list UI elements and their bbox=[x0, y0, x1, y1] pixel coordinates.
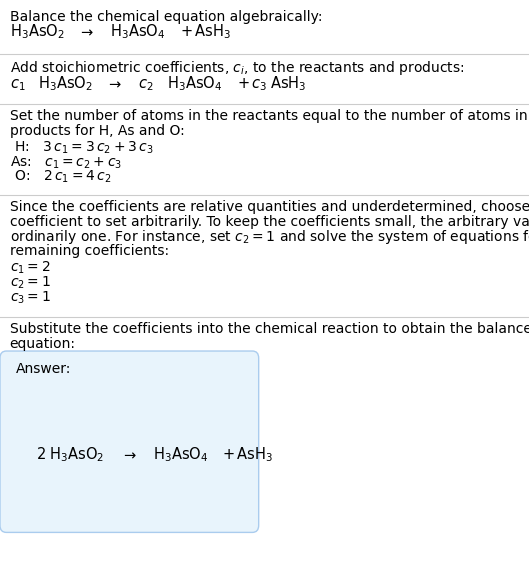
Text: remaining coefficients:: remaining coefficients: bbox=[10, 244, 169, 258]
Text: Add stoichiometric coefficients, $c_i$, to the reactants and products:: Add stoichiometric coefficients, $c_i$, … bbox=[10, 59, 464, 77]
Text: $+\,c_3$: $+\,c_3$ bbox=[237, 76, 267, 93]
Text: Answer:: Answer: bbox=[16, 362, 71, 376]
Text: $c_1 = 2$: $c_1 = 2$ bbox=[10, 260, 50, 276]
Text: $c_2$: $c_2$ bbox=[138, 77, 153, 93]
Text: coefficient to set arbitrarily. To keep the coefficients small, the arbitrary va: coefficient to set arbitrarily. To keep … bbox=[10, 215, 529, 229]
Text: $c_1$: $c_1$ bbox=[10, 77, 25, 93]
Text: $\mathrm{H_3AsO_2}$: $\mathrm{H_3AsO_2}$ bbox=[10, 22, 65, 41]
Text: $2\;\mathrm{H_3AsO_2}$: $2\;\mathrm{H_3AsO_2}$ bbox=[36, 445, 104, 464]
Text: products for H, As and O:: products for H, As and O: bbox=[10, 124, 184, 138]
Text: Set the number of atoms in the reactants equal to the number of atoms in the: Set the number of atoms in the reactants… bbox=[10, 109, 529, 123]
Text: $\mathrm{H_3AsO_4}$: $\mathrm{H_3AsO_4}$ bbox=[167, 74, 222, 93]
Text: $\rightarrow$: $\rightarrow$ bbox=[78, 25, 95, 39]
Text: $c_3 = 1$: $c_3 = 1$ bbox=[10, 289, 50, 305]
Text: Since the coefficients are relative quantities and underdetermined, choose a: Since the coefficients are relative quan… bbox=[10, 200, 529, 214]
Text: equation:: equation: bbox=[10, 336, 76, 350]
Text: $\rightarrow$: $\rightarrow$ bbox=[121, 447, 137, 462]
Text: $+\,\mathrm{AsH_3}$: $+\,\mathrm{AsH_3}$ bbox=[180, 22, 231, 41]
Text: $\mathrm{H_3AsO_4}$: $\mathrm{H_3AsO_4}$ bbox=[153, 445, 209, 464]
Text: $c_2 = 1$: $c_2 = 1$ bbox=[10, 275, 50, 291]
FancyBboxPatch shape bbox=[0, 351, 259, 532]
Text: Balance the chemical equation algebraically:: Balance the chemical equation algebraica… bbox=[10, 9, 322, 23]
Text: $\mathrm{H_3AsO_2}$: $\mathrm{H_3AsO_2}$ bbox=[38, 74, 93, 93]
Text: ordinarily one. For instance, set $c_2 = 1$ and solve the system of equations fo: ordinarily one. For instance, set $c_2 =… bbox=[10, 228, 529, 246]
Text: $+\,\mathrm{AsH_3}$: $+\,\mathrm{AsH_3}$ bbox=[222, 445, 273, 464]
Text: $\mathrm{H_3AsO_4}$: $\mathrm{H_3AsO_4}$ bbox=[110, 22, 166, 41]
Text: O:   $2\,c_1 = 4\,c_2$: O: $2\,c_1 = 4\,c_2$ bbox=[10, 169, 111, 185]
Text: $\mathrm{AsH_3}$: $\mathrm{AsH_3}$ bbox=[270, 74, 306, 93]
Text: $\rightarrow$: $\rightarrow$ bbox=[106, 76, 122, 91]
Text: As:   $c_1 = c_2 + c_3$: As: $c_1 = c_2 + c_3$ bbox=[10, 154, 122, 170]
Text: Substitute the coefficients into the chemical reaction to obtain the balanced: Substitute the coefficients into the che… bbox=[10, 322, 529, 336]
Text: H:   $3\,c_1 = 3\,c_2 + 3\,c_3$: H: $3\,c_1 = 3\,c_2 + 3\,c_3$ bbox=[10, 140, 153, 156]
